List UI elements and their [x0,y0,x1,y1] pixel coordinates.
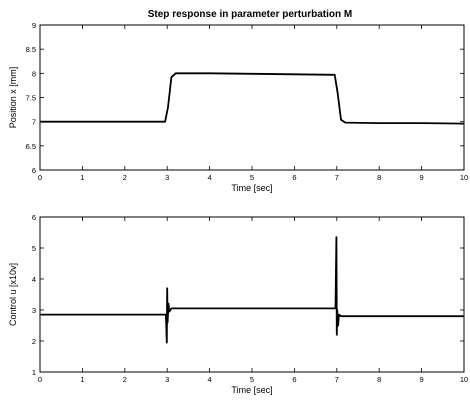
x-tick-label: 6 [292,375,296,384]
y-tick-label: 7 [32,118,36,127]
y-tick-label: 7.5 [26,94,36,103]
x-tick-label: 7 [335,173,339,182]
x-tick-label: 4 [208,375,212,384]
plot-frame [39,24,465,171]
y-tick-label: 3 [32,306,36,315]
x-tick-label: 7 [335,375,339,384]
y-tick-label: 8 [32,69,36,78]
x-tick-label: 6 [292,173,296,182]
plot-frame [39,216,465,373]
series-line [40,72,465,125]
x-tick-label: 10 [460,375,468,384]
x-tick-label: 8 [377,375,381,384]
y-tick-label: 8.5 [26,45,36,54]
y-tick-label: 6 [32,166,36,175]
y-axis-label: Position x [mm] [8,67,18,129]
y-tick-label: 4 [32,275,36,284]
x-tick-label: 1 [80,173,84,182]
x-tick-label: 10 [460,173,468,182]
x-tick-label: 1 [80,375,84,384]
x-tick-label: 0 [38,375,42,384]
x-axis-label: Time [sec] [231,183,272,193]
position-plot: 0 1 2 3 4 5 6 7 8 9 10 6 6.5 7 7.5 8 8.5 9 Time [sec] Posit… [8,21,468,193]
x-axis-label: Time [sec] [231,385,272,395]
series-line [40,236,464,344]
x-tick-label: 3 [165,375,169,384]
x-tick-label: 4 [208,173,212,182]
y-tick-label: 6 [32,213,36,222]
x-tick-label: 5 [250,375,254,384]
y-tick-label: 2 [32,337,36,346]
x-tick-label: 3 [165,173,169,182]
y-tick-label: 6.5 [26,142,36,151]
x-tick-label: 8 [377,173,381,182]
x-tick-label: 0 [38,173,42,182]
x-tick-label: 2 [123,375,127,384]
x-tick-label: 5 [250,173,254,182]
x-tick-label: 9 [420,173,424,182]
y-tick-label: 1 [32,368,36,377]
chart-title: Step response in parameter perturbation … [148,9,353,20]
x-tick-label: 2 [123,173,127,182]
y-axis-label: Control u [x10v] [8,263,18,326]
y-tick-label: 9 [32,21,36,30]
y-tick-label: 5 [32,244,36,253]
x-tick-label: 9 [420,375,424,384]
